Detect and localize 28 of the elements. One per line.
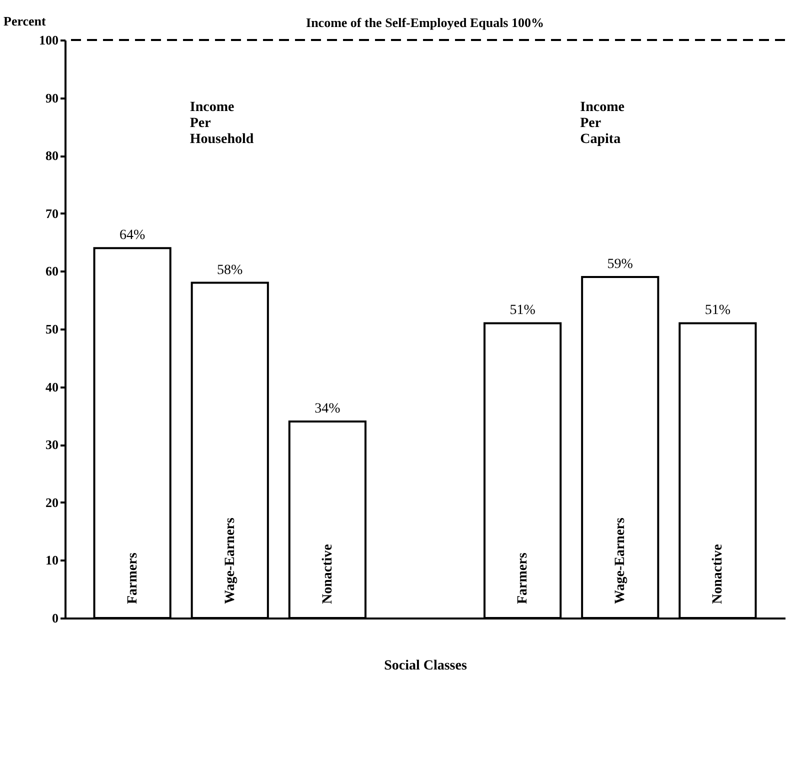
data-label: 51% xyxy=(704,303,731,318)
x-tick-label: Nonactive xyxy=(320,544,336,604)
y-tick-label: 20 xyxy=(46,494,58,510)
y-tick-label: 10 xyxy=(46,552,58,568)
y-tick-label: 0 xyxy=(52,610,58,626)
y-tick-label: 50 xyxy=(46,322,58,336)
y-tick-label: 80 xyxy=(46,148,58,164)
y-tick-label: 90 xyxy=(46,90,58,106)
data-label: 58% xyxy=(217,262,244,278)
x-tick-label: Farmers xyxy=(516,552,531,604)
x-tick-label: Wage-Earners xyxy=(222,517,238,604)
data-label: 51% xyxy=(510,303,536,318)
annotation: Income Per Household xyxy=(190,100,254,147)
x-axis-title: Social Classes xyxy=(384,658,468,674)
x-tick-label: Farmers xyxy=(125,552,140,604)
y-axis-title: Percent xyxy=(4,14,47,28)
x-tick-label: Wage-Earners xyxy=(613,517,628,604)
y-tick-label: 100 xyxy=(39,32,58,48)
ref-line-label: Income of the Self-Employed Equals 100% xyxy=(306,15,544,30)
annotation: Income Per Capita xyxy=(580,100,624,147)
y-tick-label: 60 xyxy=(46,264,58,279)
y-tick-label: 70 xyxy=(46,206,58,221)
y-tick-label: 30 xyxy=(46,437,58,452)
y-tick-label: 40 xyxy=(46,379,58,394)
data-label: 59% xyxy=(607,256,634,272)
x-tick-label: Nonactive xyxy=(710,544,726,604)
data-label: 34% xyxy=(314,401,341,416)
data-label: 64% xyxy=(119,228,146,244)
